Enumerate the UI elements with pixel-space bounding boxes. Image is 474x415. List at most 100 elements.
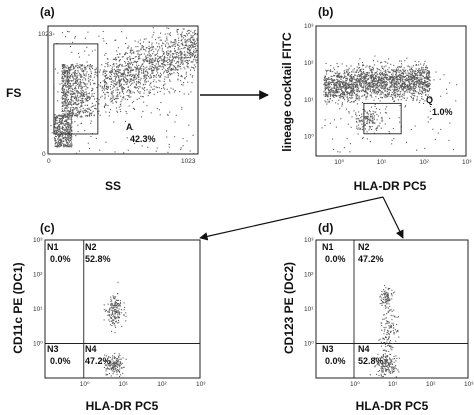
panel-b-point bbox=[351, 78, 353, 80]
panel-a-point bbox=[138, 72, 140, 74]
panel-a-point bbox=[176, 51, 178, 53]
panel-a-point bbox=[80, 122, 82, 124]
panel-b-point bbox=[352, 78, 354, 80]
panel-a-point bbox=[67, 141, 69, 143]
panel-b-point bbox=[351, 80, 353, 82]
panel-b-point bbox=[398, 87, 400, 89]
panel-a-point bbox=[137, 74, 139, 76]
panel-a-point bbox=[148, 52, 150, 54]
panel-a-point bbox=[122, 88, 124, 90]
panel-a-point bbox=[62, 129, 64, 131]
panel-a-point bbox=[163, 43, 165, 45]
panel-a-point bbox=[64, 94, 66, 96]
panel-a-point bbox=[152, 72, 154, 74]
panel-a-point bbox=[76, 99, 78, 101]
panel-a-point bbox=[114, 86, 116, 88]
panel-a-point bbox=[84, 67, 86, 69]
panel-b-point bbox=[381, 118, 383, 120]
panel-c-point bbox=[114, 302, 116, 304]
panel-b-point bbox=[369, 126, 371, 128]
panel-b-point bbox=[424, 85, 426, 87]
panel-a-point bbox=[184, 57, 186, 59]
panel-b-point bbox=[415, 68, 417, 70]
panel-a-point bbox=[107, 87, 109, 89]
panel-b-point bbox=[393, 100, 395, 102]
panel-b-point bbox=[394, 76, 396, 78]
panel-a-point bbox=[62, 135, 64, 137]
panel-c-point bbox=[120, 363, 122, 365]
panel-a-point bbox=[74, 114, 76, 116]
panel-a-point bbox=[62, 65, 64, 67]
panel-a-point bbox=[163, 57, 165, 59]
panel-b-point bbox=[378, 90, 380, 92]
panel-a-point bbox=[60, 131, 62, 133]
panel-b-point bbox=[339, 86, 341, 88]
panel-a-point bbox=[168, 91, 170, 93]
panel-a-point bbox=[185, 75, 187, 77]
panel-b-point bbox=[426, 76, 428, 78]
panel-b-point bbox=[396, 81, 398, 83]
panel-c-point bbox=[113, 307, 115, 309]
panel-b-point bbox=[335, 95, 337, 97]
panel-b-point bbox=[380, 79, 382, 81]
panel-a-point bbox=[64, 95, 66, 97]
panel-b-point bbox=[369, 118, 371, 120]
panel-a-point bbox=[178, 58, 180, 60]
panel-b-point bbox=[366, 73, 368, 75]
panel-a-point bbox=[146, 89, 148, 91]
panel-a-point bbox=[146, 81, 148, 83]
panel-c-point bbox=[113, 296, 115, 298]
panel-a-point bbox=[76, 107, 78, 109]
panel-b-point bbox=[377, 85, 379, 87]
panel-b-point bbox=[337, 89, 339, 91]
panel-c-point bbox=[103, 304, 105, 306]
panel-a-point bbox=[87, 142, 89, 144]
panel-a-point bbox=[159, 60, 161, 62]
panel-b-point bbox=[340, 93, 342, 95]
panel-a-point bbox=[195, 51, 197, 53]
panel-a-point bbox=[178, 62, 180, 64]
panel-a-point bbox=[65, 99, 67, 101]
panel-a-point bbox=[161, 88, 163, 90]
panel-a-point bbox=[71, 110, 73, 112]
panel-a-point bbox=[142, 66, 144, 68]
panel-b-point bbox=[412, 98, 414, 100]
panel-b-point bbox=[388, 86, 390, 88]
panel-a-point bbox=[70, 85, 72, 87]
panel-b-point bbox=[421, 83, 423, 85]
panel-b-point bbox=[369, 94, 371, 96]
panel-b-point bbox=[411, 75, 413, 77]
panel-b-point bbox=[363, 80, 365, 82]
panel-a-point bbox=[58, 124, 60, 126]
panel-b-point bbox=[358, 75, 360, 77]
panel-b-point bbox=[332, 95, 334, 97]
panel-a-point bbox=[56, 142, 58, 144]
panel-b-point bbox=[426, 86, 428, 88]
panel-a-point bbox=[68, 111, 70, 113]
panel-a-point bbox=[80, 90, 82, 92]
panel-a-point bbox=[149, 60, 151, 62]
panel-a-point bbox=[170, 51, 172, 53]
panel-b-point bbox=[368, 85, 370, 87]
panel-b-point bbox=[335, 102, 337, 104]
panel-b-point bbox=[401, 63, 403, 65]
panel-a-point bbox=[106, 58, 108, 60]
panel-b-point bbox=[375, 78, 377, 80]
panel-a-point bbox=[138, 85, 140, 87]
panel-a-point bbox=[157, 58, 159, 60]
panel-b-point bbox=[372, 60, 374, 62]
panel-b-point bbox=[341, 102, 343, 104]
panel-a-point bbox=[187, 30, 189, 32]
panel-b-point bbox=[344, 85, 346, 87]
panel-b-point bbox=[421, 68, 423, 70]
panel-a-point bbox=[119, 83, 121, 85]
panel-b-point bbox=[356, 71, 358, 73]
panel-b-point bbox=[358, 90, 360, 92]
panel-b-point bbox=[403, 79, 405, 81]
panel-a-point bbox=[67, 72, 69, 74]
panel-a-point bbox=[116, 53, 118, 55]
panel-b-point bbox=[406, 89, 408, 91]
panel-b-point bbox=[361, 95, 363, 97]
panel-b-point bbox=[456, 84, 458, 86]
panel-a-point bbox=[75, 76, 77, 78]
